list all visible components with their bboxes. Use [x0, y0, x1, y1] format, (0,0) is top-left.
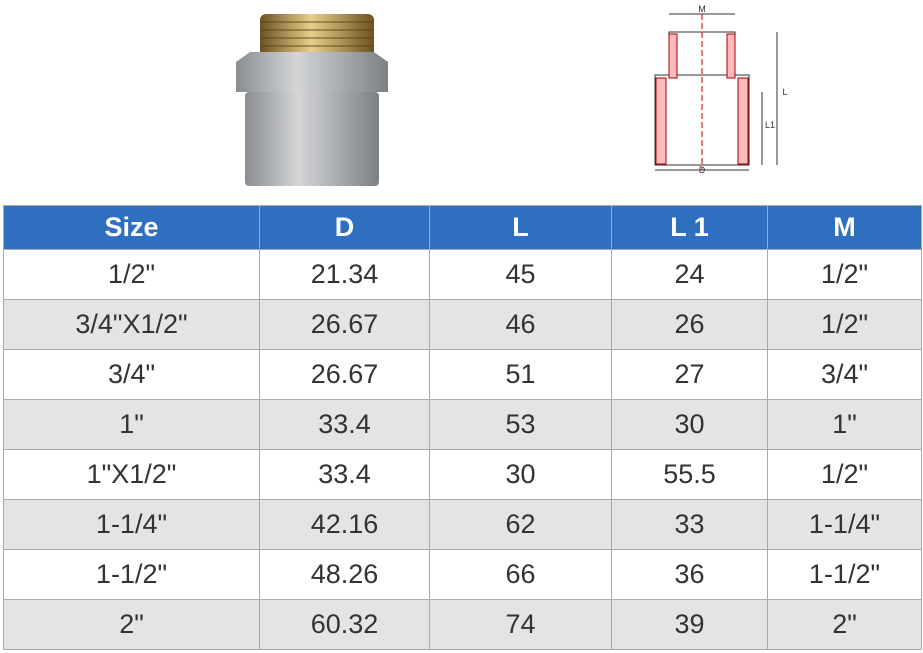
table-cell: 33 — [611, 499, 768, 550]
table-cell: 1-1/4" — [767, 499, 922, 550]
table-row: 1"X1/2" 33.4 30 55.5 1/2" — [3, 449, 922, 500]
table-cell: 3/4"X1/2" — [3, 299, 260, 350]
table-cell: 1/2" — [3, 249, 260, 300]
table-cell: 3/4" — [3, 349, 260, 400]
table-cell: 48.26 — [259, 549, 430, 600]
dim-label: M — [698, 4, 706, 14]
table-cell: 30 — [429, 449, 612, 500]
header-cell: M — [767, 205, 922, 250]
table-cell: 60.32 — [259, 599, 430, 650]
table-row: 1/2" 21.34 45 24 1/2" — [3, 249, 922, 300]
table-cell: 42.16 — [259, 499, 430, 550]
header-cell: D — [259, 205, 430, 250]
table-cell: 27 — [611, 349, 768, 400]
table-cell: 26.67 — [259, 349, 430, 400]
table-cell: 2" — [767, 599, 922, 650]
table-cell: 55.5 — [611, 449, 768, 500]
table-cell: 53 — [429, 399, 612, 450]
diagram-labels: M L L1 D — [698, 4, 787, 175]
table-row: 1" 33.4 53 30 1" — [3, 399, 922, 450]
dim-label: L1 — [765, 120, 775, 130]
table-cell: 36 — [611, 549, 768, 600]
table-cell: 1/2" — [767, 299, 922, 350]
table-row: 3/4"X1/2" 26.67 46 26 1/2" — [3, 299, 922, 350]
illustrations: M L L1 D — [236, 4, 788, 186]
table-row: 1-1/2" 48.26 66 36 1-1/2" — [3, 549, 922, 600]
fitting-photo — [236, 14, 388, 186]
table-cell: 1-1/4" — [3, 499, 260, 550]
table-cell: 24 — [611, 249, 768, 300]
table-cell: 33.4 — [259, 399, 430, 450]
header-cell: L — [429, 205, 612, 250]
table-cell: 2" — [3, 599, 260, 650]
table-cell: 66 — [429, 549, 612, 600]
table-row: 2" 60.32 74 39 2" — [3, 599, 922, 650]
dim-label: L — [782, 87, 787, 97]
table-cell: 30 — [611, 399, 768, 450]
table-cell: 1/2" — [767, 249, 922, 300]
table-cell: 26 — [611, 299, 768, 350]
table-cell: 74 — [429, 599, 612, 650]
table-cell: 1" — [3, 399, 260, 450]
table-cell: 51 — [429, 349, 612, 400]
header-cell: Size — [3, 205, 260, 250]
table-row: 1-1/4" 42.16 62 33 1-1/4" — [3, 499, 922, 550]
table-cell: 1-1/2" — [767, 549, 922, 600]
table-cell: 1" — [767, 399, 922, 450]
table-cell: 1"X1/2" — [3, 449, 260, 500]
table-row: 3/4" 26.67 51 27 3/4" — [3, 349, 922, 400]
table-cell: 1/2" — [767, 449, 922, 500]
dimension-diagram — [654, 13, 778, 171]
table-cell: 45 — [429, 249, 612, 300]
dim-label: D — [699, 165, 706, 175]
table-cell: 62 — [429, 499, 612, 550]
table-cell: 46 — [429, 299, 612, 350]
table-cell: 33.4 — [259, 449, 430, 500]
table-cell: 26.67 — [259, 299, 430, 350]
table-cell: 1-1/2" — [3, 549, 260, 600]
header-cell: L 1 — [611, 205, 768, 250]
table-cell: 3/4" — [767, 349, 922, 400]
table-cell: 39 — [611, 599, 768, 650]
table-cell: 21.34 — [259, 249, 430, 300]
